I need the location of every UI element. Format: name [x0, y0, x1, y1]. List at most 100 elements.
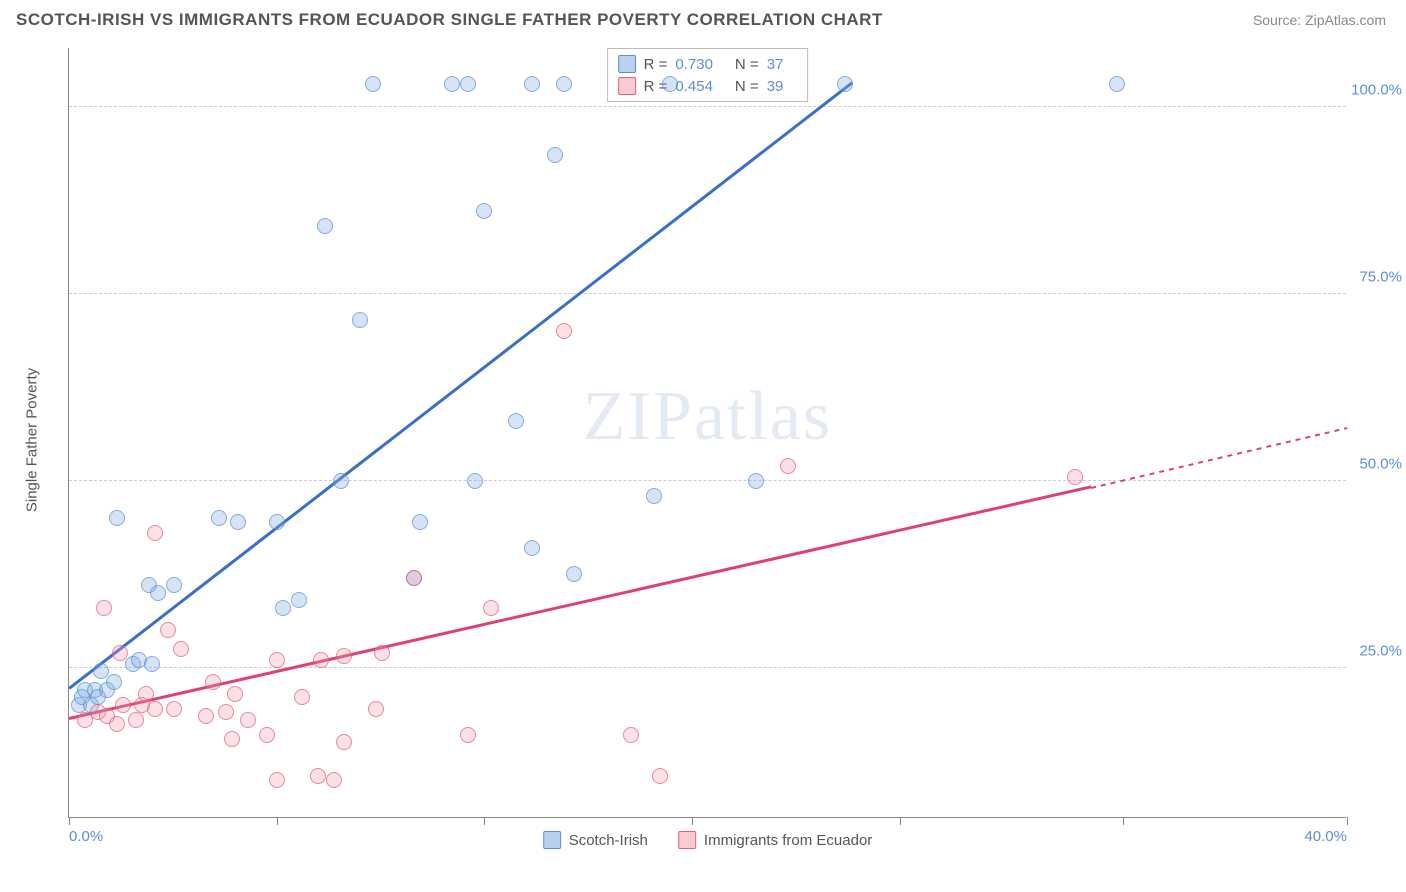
- gridline: [69, 293, 1346, 294]
- legend-label-s1: Scotch-Irish: [569, 832, 648, 849]
- data-point: [336, 734, 352, 750]
- data-point: [365, 76, 381, 92]
- swatch-icon: [618, 55, 636, 73]
- n-label: N =: [735, 56, 759, 73]
- y-tick-label: 75.0%: [1359, 268, 1402, 285]
- data-point: [326, 772, 342, 788]
- data-point: [269, 652, 285, 668]
- y-tick-label: 50.0%: [1359, 455, 1402, 472]
- data-point: [623, 727, 639, 743]
- data-point: [96, 600, 112, 616]
- y-tick-label: 25.0%: [1359, 642, 1402, 659]
- data-point: [294, 689, 310, 705]
- data-point: [476, 203, 492, 219]
- data-point: [147, 701, 163, 717]
- x-tick: [69, 817, 70, 825]
- watermark-text: ZIPatlas: [583, 377, 832, 457]
- data-point: [646, 488, 662, 504]
- data-point: [112, 645, 128, 661]
- data-point: [269, 514, 285, 530]
- data-point: [333, 473, 349, 489]
- data-point: [224, 731, 240, 747]
- data-point: [508, 413, 524, 429]
- data-point: [547, 147, 563, 163]
- data-point: [150, 585, 166, 601]
- data-point: [444, 76, 460, 92]
- y-axis-title: Single Father Poverty: [24, 368, 41, 512]
- legend-label-s2: Immigrants from Ecuador: [704, 832, 872, 849]
- source-label: Source: ZipAtlas.com: [1253, 12, 1386, 28]
- y-tick-label: 100.0%: [1351, 81, 1402, 98]
- x-tick: [1123, 817, 1124, 825]
- data-point: [837, 76, 853, 92]
- data-point: [115, 697, 131, 713]
- data-point: [467, 473, 483, 489]
- r-value-s1: 0.730: [675, 56, 713, 73]
- data-point: [524, 76, 540, 92]
- data-point: [317, 218, 333, 234]
- data-point: [144, 656, 160, 672]
- data-point: [368, 701, 384, 717]
- x-tick-label: 40.0%: [1304, 828, 1347, 845]
- r-label: R =: [644, 56, 668, 73]
- data-point: [748, 473, 764, 489]
- data-point: [109, 510, 125, 526]
- legend-row-s2: R = 0.454 N = 39: [618, 75, 798, 97]
- data-point: [313, 652, 329, 668]
- data-point: [230, 514, 246, 530]
- data-point: [259, 727, 275, 743]
- data-point: [336, 648, 352, 664]
- x-tick: [1347, 817, 1348, 825]
- n-value-s1: 37: [767, 56, 784, 73]
- data-point: [556, 323, 572, 339]
- x-tick-label: 0.0%: [69, 828, 103, 845]
- data-point: [406, 570, 422, 586]
- gridline: [69, 480, 1346, 481]
- data-point: [652, 768, 668, 784]
- data-point: [109, 716, 125, 732]
- data-point: [269, 772, 285, 788]
- data-point: [227, 686, 243, 702]
- data-point: [147, 525, 163, 541]
- data-point: [483, 600, 499, 616]
- correlation-legend: R = 0.730 N = 37 R = 0.454 N = 39: [607, 48, 809, 102]
- n-label: N =: [735, 78, 759, 95]
- swatch-icon: [543, 831, 561, 849]
- gridline: [69, 667, 1346, 668]
- x-tick: [277, 817, 278, 825]
- data-point: [198, 708, 214, 724]
- legend-item-s2: Immigrants from Ecuador: [678, 831, 872, 849]
- data-point: [524, 540, 540, 556]
- data-point: [556, 76, 572, 92]
- legend-row-s1: R = 0.730 N = 37: [618, 53, 798, 75]
- swatch-icon: [618, 77, 636, 95]
- data-point: [240, 712, 256, 728]
- gridline: [69, 106, 1346, 107]
- trend-line: [68, 82, 852, 690]
- data-point: [460, 76, 476, 92]
- scatter-plot: ZIPatlas R = 0.730 N = 37 R = 0.454 N = …: [68, 48, 1346, 818]
- n-value-s2: 39: [767, 78, 784, 95]
- data-point: [173, 641, 189, 657]
- data-point: [128, 712, 144, 728]
- data-point: [374, 645, 390, 661]
- data-point: [352, 312, 368, 328]
- data-point: [166, 701, 182, 717]
- chart-area: Single Father Poverty ZIPatlas R = 0.730…: [50, 48, 1390, 832]
- data-point: [1109, 76, 1125, 92]
- data-point: [138, 686, 154, 702]
- data-point: [160, 622, 176, 638]
- series-legend: Scotch-Irish Immigrants from Ecuador: [543, 831, 873, 849]
- data-point: [291, 592, 307, 608]
- swatch-icon: [678, 831, 696, 849]
- data-point: [166, 577, 182, 593]
- data-point: [218, 704, 234, 720]
- data-point: [275, 600, 291, 616]
- x-tick: [692, 817, 693, 825]
- data-point: [566, 566, 582, 582]
- data-point: [106, 674, 122, 690]
- data-point: [412, 514, 428, 530]
- chart-title: SCOTCH-IRISH VS IMMIGRANTS FROM ECUADOR …: [16, 10, 883, 30]
- data-point: [460, 727, 476, 743]
- data-point: [310, 768, 326, 784]
